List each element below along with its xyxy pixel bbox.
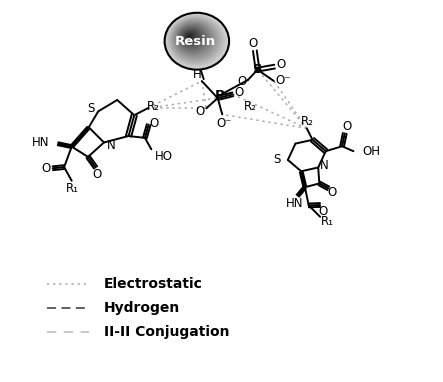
Text: Resin: Resin (175, 35, 215, 48)
Ellipse shape (166, 14, 226, 67)
Ellipse shape (167, 15, 225, 66)
Text: R₂: R₂ (300, 115, 313, 128)
Ellipse shape (179, 26, 205, 49)
Text: H: H (193, 68, 202, 81)
Text: O: O (249, 37, 258, 50)
Text: II-II Conjugation: II-II Conjugation (104, 325, 229, 339)
Text: N: N (320, 159, 329, 172)
Text: P: P (215, 89, 225, 102)
Ellipse shape (183, 29, 199, 45)
Ellipse shape (180, 27, 204, 48)
Text: O: O (149, 117, 159, 129)
Text: O: O (276, 58, 285, 71)
Text: O: O (319, 205, 328, 218)
Ellipse shape (179, 26, 206, 50)
Ellipse shape (175, 23, 212, 55)
Ellipse shape (171, 19, 218, 61)
Ellipse shape (176, 23, 210, 54)
Text: S: S (273, 154, 280, 167)
Text: O: O (237, 75, 247, 88)
Text: Hydrogen: Hydrogen (104, 301, 180, 315)
Text: Electrostatic: Electrostatic (104, 277, 203, 291)
Ellipse shape (172, 19, 217, 60)
Ellipse shape (174, 22, 213, 56)
Text: O: O (342, 120, 352, 133)
Ellipse shape (188, 35, 190, 37)
Text: O: O (41, 162, 51, 175)
Ellipse shape (183, 30, 198, 44)
Ellipse shape (184, 31, 197, 42)
Text: N: N (106, 139, 115, 152)
Ellipse shape (168, 16, 224, 65)
Ellipse shape (170, 18, 220, 62)
Text: R₁: R₁ (66, 182, 79, 195)
Text: S: S (253, 63, 263, 76)
Ellipse shape (182, 29, 201, 46)
Text: O: O (93, 168, 102, 181)
Ellipse shape (187, 34, 191, 38)
Ellipse shape (178, 25, 208, 52)
Ellipse shape (181, 28, 202, 47)
Ellipse shape (165, 13, 228, 68)
Text: OH: OH (362, 145, 381, 158)
Text: S: S (88, 102, 95, 115)
Text: O⁻: O⁻ (216, 117, 232, 130)
Text: O: O (234, 86, 244, 99)
Text: R₁: R₁ (321, 215, 334, 228)
Text: R₂: R₂ (147, 100, 160, 113)
Ellipse shape (170, 17, 221, 63)
Ellipse shape (177, 24, 209, 53)
Ellipse shape (186, 32, 194, 40)
Ellipse shape (169, 16, 222, 64)
Ellipse shape (165, 13, 229, 70)
Text: HN: HN (286, 197, 303, 210)
Text: R₂: R₂ (244, 100, 256, 113)
Text: O⁻: O⁻ (275, 74, 291, 87)
Text: O: O (328, 186, 337, 199)
Text: HN: HN (31, 136, 49, 149)
Text: O: O (195, 105, 204, 118)
Text: HO: HO (155, 151, 173, 163)
Ellipse shape (173, 20, 216, 58)
Ellipse shape (185, 32, 195, 41)
Ellipse shape (187, 33, 193, 39)
Ellipse shape (174, 21, 214, 57)
